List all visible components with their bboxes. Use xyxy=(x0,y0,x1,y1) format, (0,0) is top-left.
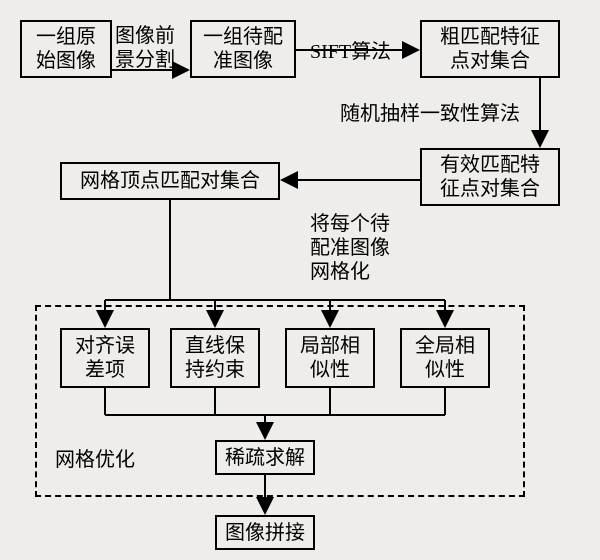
node-sparse-solve: 稀疏求解 xyxy=(215,440,315,475)
node-coarse-match: 粗匹配特征 点对集合 xyxy=(420,20,560,78)
node-local-similarity: 局部相 似性 xyxy=(285,328,375,388)
edge-label-sift: SIFT算法 xyxy=(310,40,391,64)
grid-optimize-label: 网格优化 xyxy=(55,448,135,472)
node-valid-match: 有效匹配特 征点对集合 xyxy=(420,148,560,206)
edge-label-grid: 将每个待 配准图像 网格化 xyxy=(310,212,390,284)
edge-label-fgseg: 图像前 景分割 xyxy=(115,24,175,72)
edge-label-ransac: 随机抽样一致性算法 xyxy=(340,102,520,126)
node-images-to-register: 一组待配 准图像 xyxy=(190,20,296,78)
node-alignment-error: 对齐误 差项 xyxy=(60,328,150,388)
node-grid-vertex-match: 网格顶点匹配对集合 xyxy=(60,162,280,200)
node-global-similarity: 全局相 似性 xyxy=(400,328,490,388)
node-image-stitch: 图像拼接 xyxy=(215,515,315,550)
node-original-images: 一组原 始图像 xyxy=(20,20,112,78)
node-line-constraint: 直线保 持约束 xyxy=(170,328,260,388)
flowchart-canvas: 网格优化 一组原 始图像 一组待配 准图像 粗匹配特征 点对集合 有效匹配特 征… xyxy=(0,0,600,560)
